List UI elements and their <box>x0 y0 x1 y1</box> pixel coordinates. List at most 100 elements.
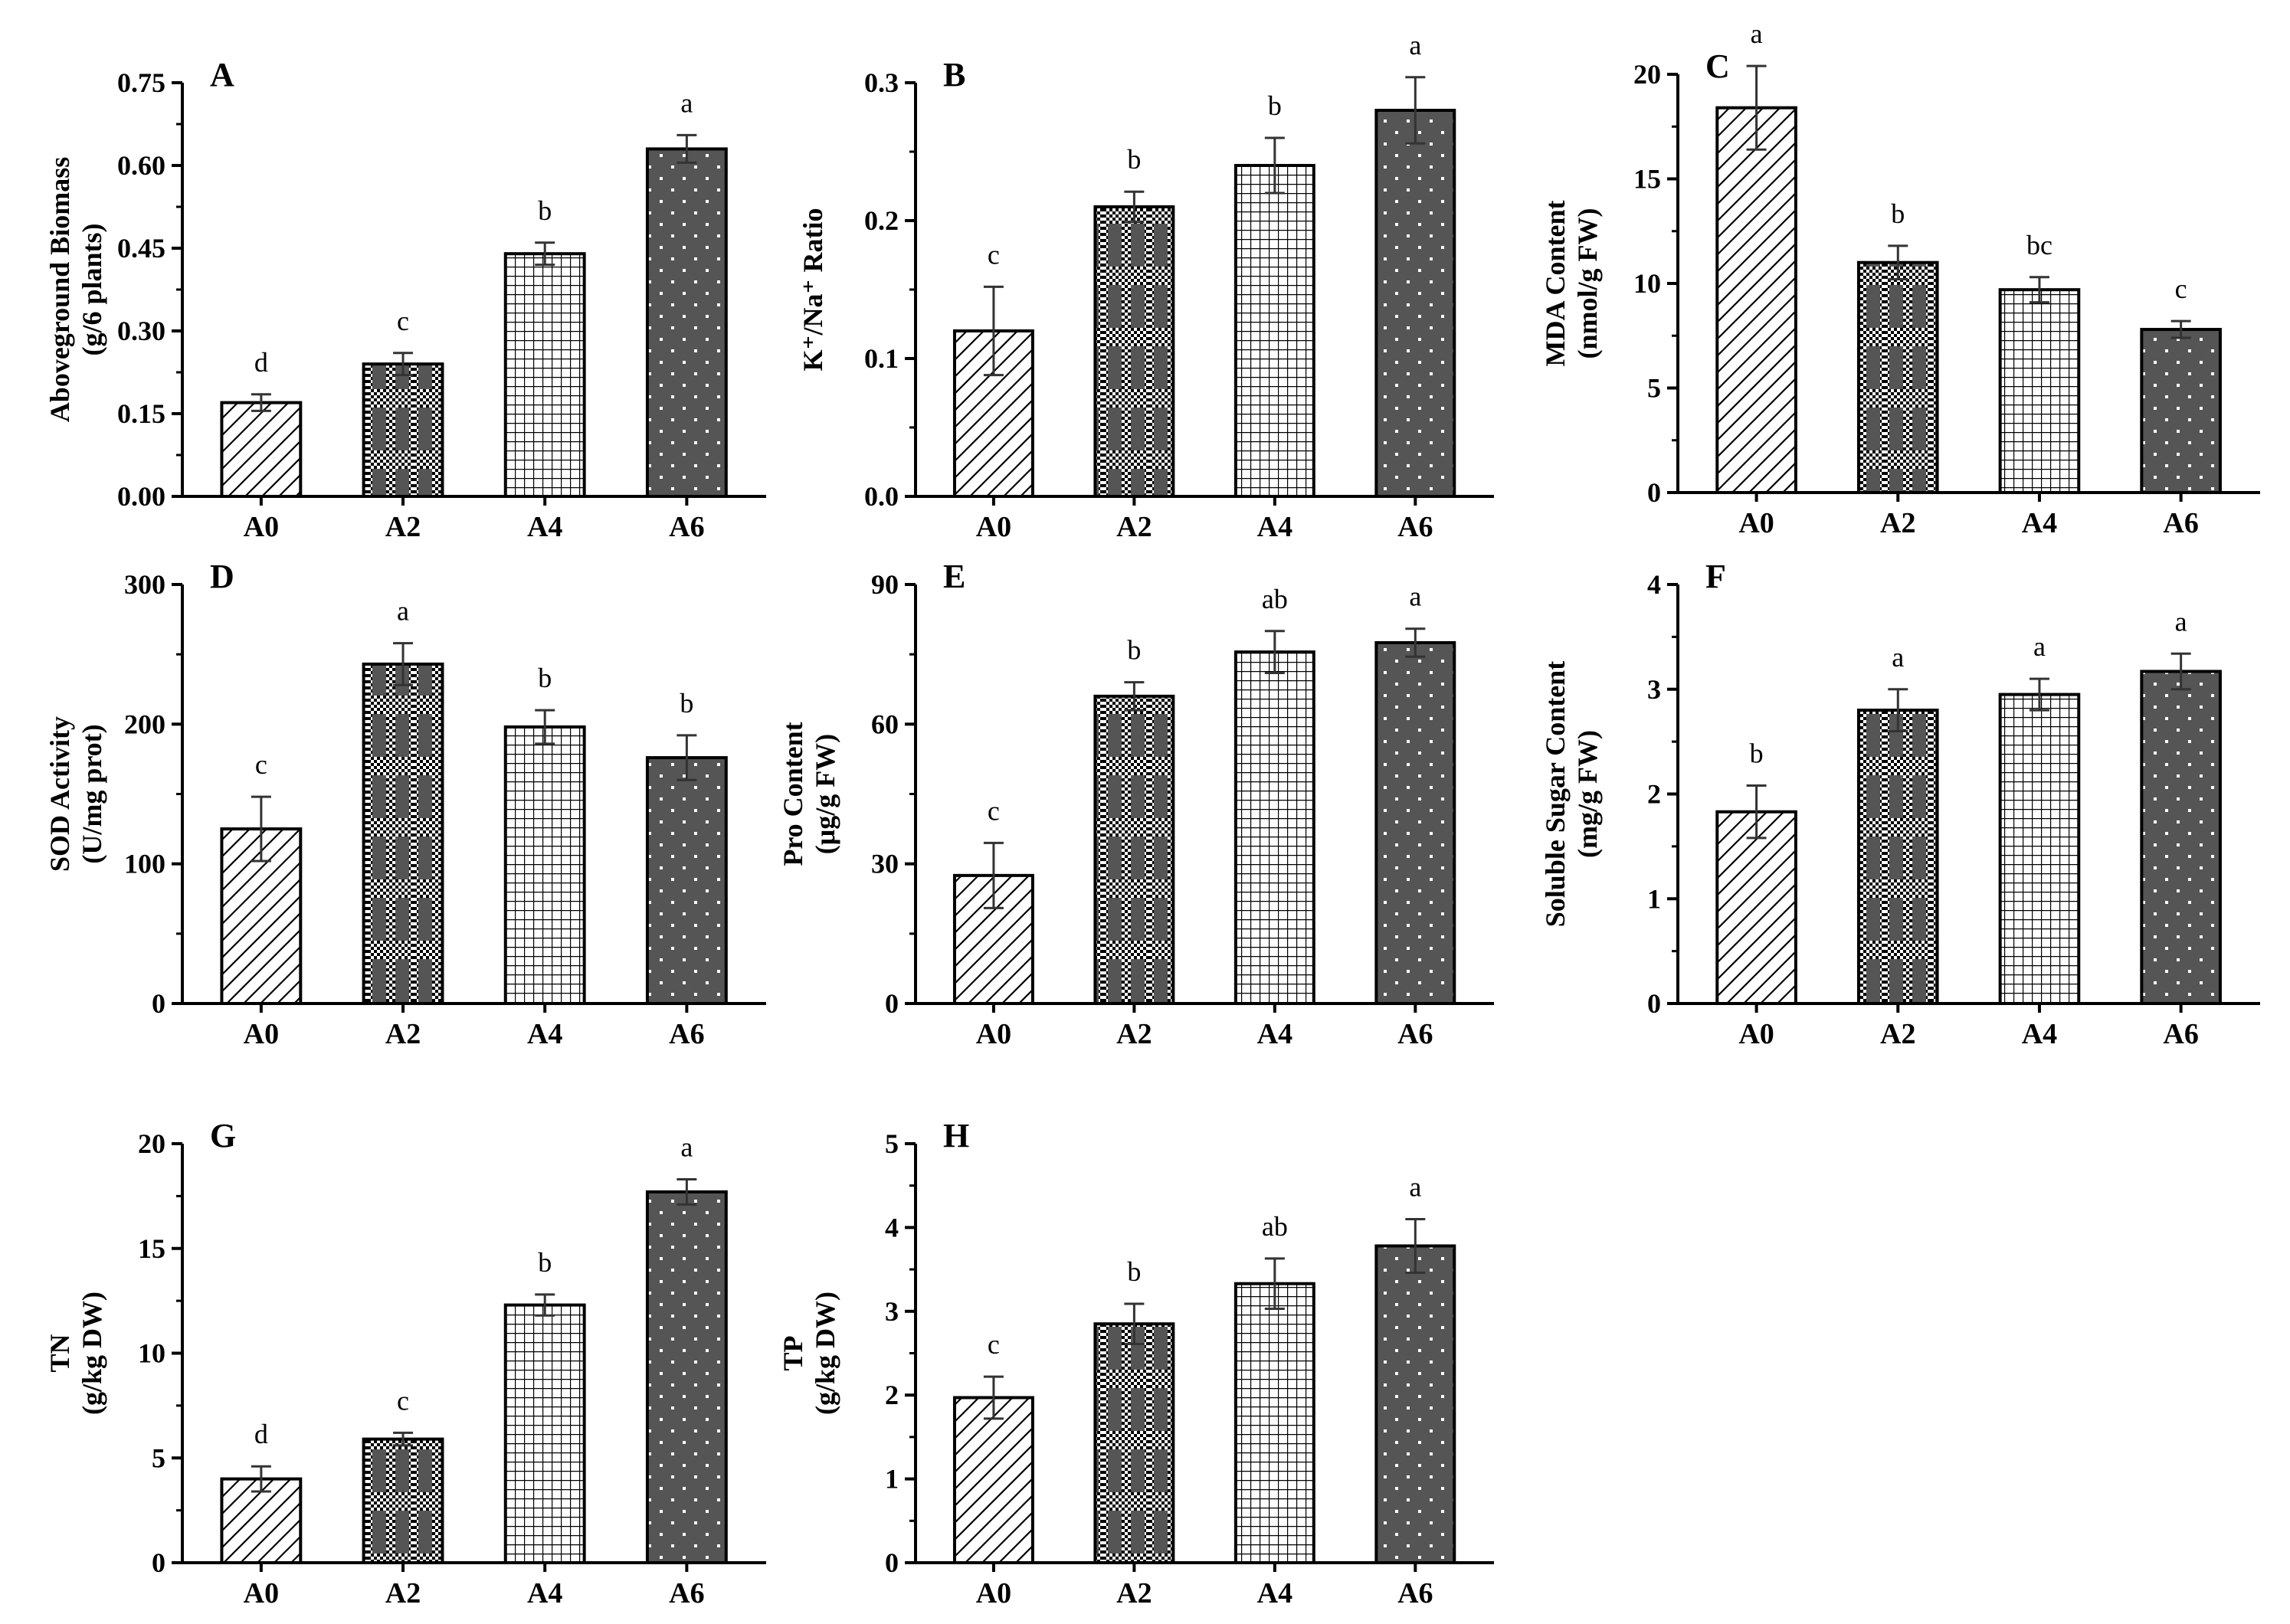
bar-A4 <box>503 1303 586 1564</box>
significance-label: a <box>680 1131 693 1162</box>
y-tick-label: 2 <box>1647 779 1661 810</box>
y-tick-label: 90 <box>871 569 899 600</box>
y-axis-label: MDA Content <box>1540 200 1571 366</box>
panel-letter: H <box>943 1117 969 1154</box>
significance-label: a <box>397 596 409 627</box>
panel-letter: G <box>210 1117 236 1154</box>
panel-letter: D <box>210 558 234 595</box>
significance-label: a <box>1892 642 1904 673</box>
x-tick-label: A0 <box>976 1018 1011 1050</box>
significance-label: a <box>680 87 693 118</box>
y-tick-label: 10 <box>138 1338 165 1369</box>
panel-A: 0.00 0.15 0.30 0.45 0.60 0.75 d A0 c A2 b A4 a A6 A Abo… <box>44 56 766 543</box>
y-tick-label: 2 <box>885 1380 899 1410</box>
y-tick-label: 3 <box>1647 674 1661 705</box>
bar-A0 <box>1715 810 1797 1006</box>
y-tick-label: 0.15 <box>117 398 165 429</box>
bar-A6 <box>2140 670 2222 1005</box>
panel-letter: A <box>210 56 234 93</box>
x-tick-label: A6 <box>1397 1018 1433 1050</box>
significance-label: a <box>1751 18 1763 49</box>
x-tick-label: A4 <box>1257 511 1292 543</box>
y-axis-label: TN <box>44 1334 75 1372</box>
x-tick-label: A2 <box>1880 1018 1915 1050</box>
panel-letter: F <box>1705 558 1726 595</box>
panel-letter: C <box>1705 47 1730 85</box>
y-tick-label: 5 <box>152 1442 165 1473</box>
bar-A6 <box>2140 328 2222 494</box>
y-tick-label: 5 <box>1647 373 1661 404</box>
y-tick-label: 30 <box>871 849 899 879</box>
bar-A6 <box>645 756 728 1005</box>
y-tick-label: 0 <box>1647 477 1661 508</box>
y-tick-label: 0.00 <box>117 481 165 512</box>
bar-A6 <box>1374 640 1456 1005</box>
y-tick-label: 0 <box>1647 988 1661 1019</box>
x-tick-label: A4 <box>527 1018 562 1050</box>
x-tick-label: A2 <box>1116 1018 1152 1050</box>
y-tick-label: 0 <box>152 988 165 1019</box>
y-tick-label: 20 <box>1633 59 1661 90</box>
x-tick-label: A0 <box>1738 507 1774 539</box>
x-tick-label: A2 <box>385 1018 421 1050</box>
y-tick-label: 300 <box>124 569 165 600</box>
panel-letter: E <box>943 558 965 595</box>
x-tick-label: A4 <box>1257 1577 1292 1609</box>
x-tick-label: A4 <box>527 1577 562 1609</box>
significance-label: a <box>1409 30 1421 61</box>
panel-B: 0.0 0.1 0.2 0.3 c A0 b A2 b A4 a A6 B K⁺/Na⁺ Ratio <box>798 30 1494 543</box>
bar-A2 <box>362 362 444 499</box>
y-axis-label: Soluble Sugar Content <box>1540 661 1571 927</box>
y-axis-label: (mg/g FW) <box>1572 730 1603 858</box>
y-tick-label: 0 <box>152 1547 165 1578</box>
x-tick-label: A6 <box>2163 1018 2198 1050</box>
y-tick-label: 0.2 <box>864 205 899 236</box>
bar-A2 <box>362 1437 444 1565</box>
x-tick-label: A4 <box>527 511 562 543</box>
bar-A4 <box>503 725 586 1005</box>
y-axis-label: TP <box>778 1335 808 1370</box>
significance-label: c <box>255 749 267 780</box>
y-axis-label: (g/kg DW) <box>810 1292 840 1415</box>
panel-H: 0 1 2 3 4 5 c A0 b A2 ab A4 a A6 H TP (g/kg DW) <box>778 1117 1494 1609</box>
significance-label: b <box>1891 198 1905 229</box>
y-axis-label: Pro Content <box>778 722 808 866</box>
x-tick-label: A2 <box>385 511 421 543</box>
y-tick-label: 0.0 <box>864 481 899 512</box>
y-tick-label: 1 <box>885 1464 899 1495</box>
panel-D: 0 100 200 300 c A0 a A2 b A4 b A6 D SOD Activity (U/mg… <box>44 558 766 1050</box>
significance-label: c <box>2175 273 2187 304</box>
y-tick-label: 1 <box>1647 883 1661 914</box>
significance-label: c <box>988 239 1000 270</box>
significance-label: a <box>1409 1171 1421 1202</box>
significance-label: c <box>397 1385 409 1416</box>
bar-A4 <box>1233 164 1315 498</box>
significance-label: b <box>680 688 693 719</box>
y-tick-label: 3 <box>885 1296 899 1327</box>
x-tick-label: A4 <box>2022 507 2057 539</box>
significance-label: ab <box>1262 584 1288 614</box>
x-tick-label: A6 <box>669 511 704 543</box>
significance-label: a <box>1409 581 1421 612</box>
y-axis-label: SOD Activity <box>44 716 75 872</box>
significance-label: d <box>254 347 268 378</box>
y-tick-label: 5 <box>885 1128 899 1159</box>
panel-G: 0 5 10 15 20 d A0 c A2 b A4 a A6 G TN (g/kg DW) <box>44 1117 766 1609</box>
x-tick-label: A0 <box>976 511 1011 543</box>
x-tick-label: A4 <box>2022 1018 2057 1050</box>
x-tick-label: A2 <box>1116 511 1152 543</box>
significance-label: b <box>538 195 552 226</box>
bar-A4 <box>1998 692 2081 1006</box>
bar-A2 <box>1093 1322 1175 1564</box>
panel-F: 0 1 2 3 4 b A0 a A2 a A4 a A6 F Soluble Sugar Content(… <box>1540 558 2260 1050</box>
significance-label: a <box>2033 631 2046 662</box>
bar-A2 <box>1856 260 1939 494</box>
panel-E: 0 30 60 90 c A0 b A2 ab A4 a A6 E Pro Content (μg/g FW… <box>778 558 1494 1050</box>
significance-label: b <box>1268 90 1282 121</box>
significance-label: b <box>1750 738 1764 769</box>
significance-label: b <box>1127 144 1141 175</box>
y-axis-label: (nmol/g FW) <box>1572 208 1603 359</box>
significance-label: d <box>254 1419 268 1449</box>
bar-A4 <box>503 252 586 498</box>
y-axis-label: (g/kg DW) <box>77 1292 107 1415</box>
